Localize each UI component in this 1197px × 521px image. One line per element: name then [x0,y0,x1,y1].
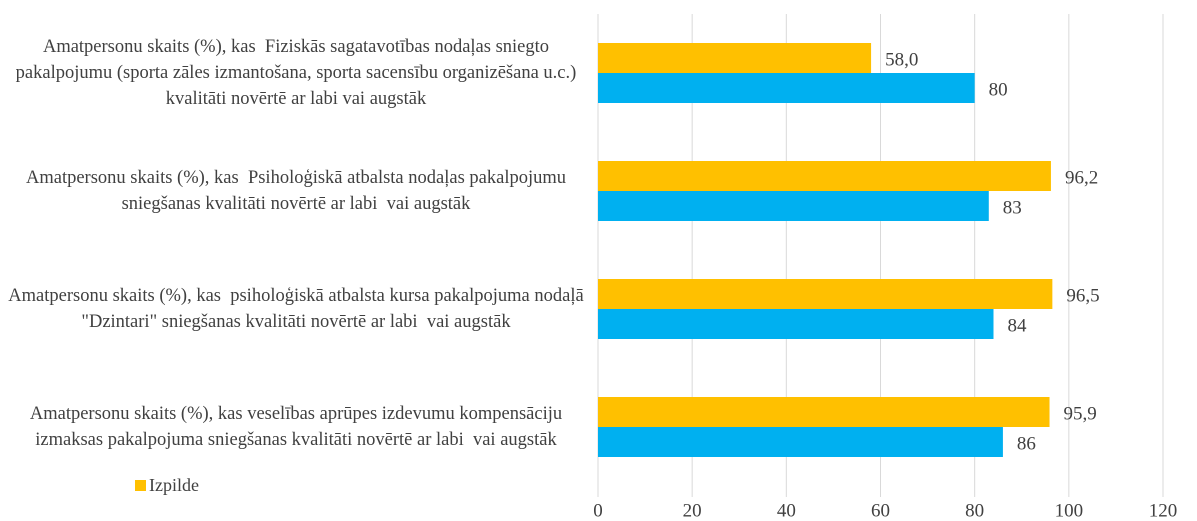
data-label: 84 [1008,315,1028,336]
data-label: 96,5 [1066,285,1099,306]
bar [598,161,1051,191]
data-label: 80 [989,79,1008,100]
x-tick-label: 0 [593,500,603,521]
category-label: Amatpersonu skaits (%), kas Psiholoģiskā… [25,168,571,214]
data-label: 96,2 [1065,167,1098,188]
bar [598,397,1050,427]
bar [598,191,989,221]
category-label: Amatpersonu skaits (%), kas psiholoģiskā… [8,286,589,332]
x-tick-label: 60 [871,500,890,521]
category-label: Amatpersonu skaits (%), kas Fiziskās sag… [15,37,581,109]
x-tick-label: 40 [777,500,796,521]
bar [598,43,872,73]
data-label: 83 [1003,197,1022,218]
data-label: 95,9 [1064,403,1097,424]
category-label: Amatpersonu skaits (%), kas veselības ap… [29,404,567,450]
legend-swatch [135,480,146,491]
legend-label: Izpilde [149,475,199,495]
legend: Izpilde [135,475,199,496]
bar [598,73,975,103]
x-tick-label: 20 [683,500,702,521]
data-label: 58,0 [885,49,918,70]
bar [598,309,994,339]
x-tick-label: 120 [1149,500,1178,521]
bar [598,279,1053,309]
x-tick-label: 80 [965,500,984,521]
bar [598,427,1003,457]
x-tick-label: 100 [1055,500,1084,521]
data-label: 86 [1017,433,1036,454]
